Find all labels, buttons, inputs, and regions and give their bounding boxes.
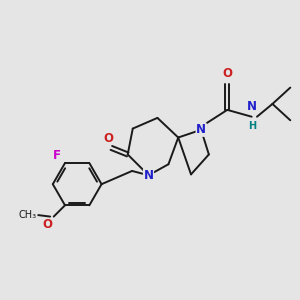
Text: CH₃: CH₃ xyxy=(19,209,37,220)
Text: F: F xyxy=(52,148,61,162)
Text: O: O xyxy=(42,218,52,231)
Text: O: O xyxy=(222,67,232,80)
Text: N: N xyxy=(143,169,154,182)
Text: N: N xyxy=(247,100,257,113)
Text: N: N xyxy=(196,123,206,136)
Text: H: H xyxy=(248,122,256,131)
Text: O: O xyxy=(103,132,113,145)
